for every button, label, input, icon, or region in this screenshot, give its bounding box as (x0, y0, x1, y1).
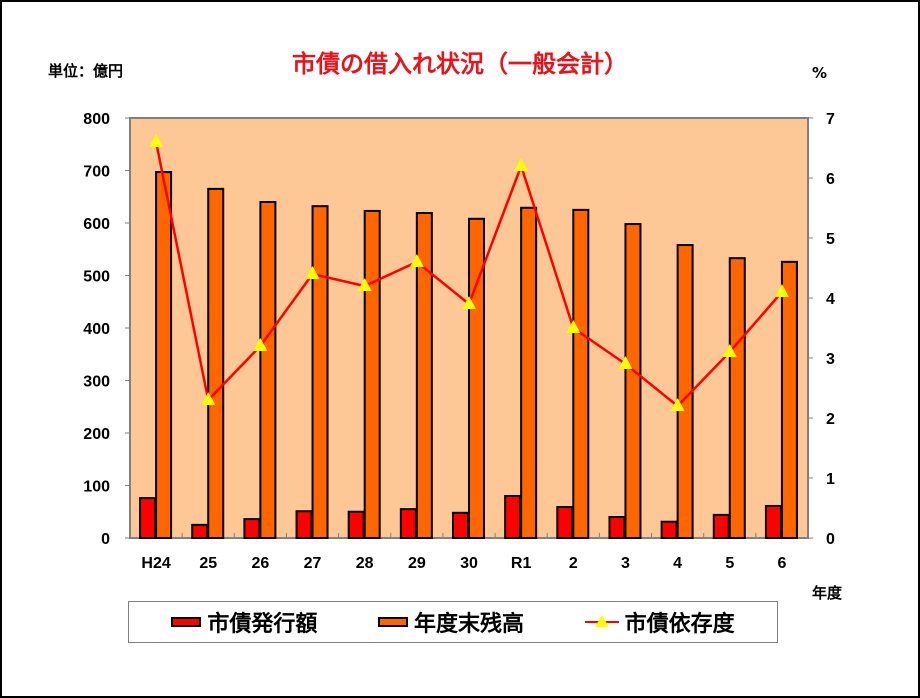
x-axis-label: 25 (199, 555, 217, 572)
x-axis-label: 27 (304, 555, 322, 572)
bar-balance (520, 206, 538, 539)
triangle-marker-icon (514, 158, 529, 171)
bar-balance (468, 217, 485, 540)
bar-balance (728, 257, 746, 539)
legend-item-dependency: 市債依存度 (584, 606, 735, 638)
triangle-marker-icon (305, 266, 320, 279)
bar-balance (572, 208, 590, 539)
x-axis-label: 28 (356, 555, 374, 572)
x-axis-unit: 年度 (812, 584, 843, 602)
left-axis-label: 600 (83, 216, 110, 233)
bar-balance (311, 205, 329, 539)
left-axis-label: 400 (83, 321, 110, 338)
x-axis-label: R1 (511, 555, 532, 572)
triangle-marker-icon (462, 296, 476, 309)
bar-issuance (243, 518, 261, 539)
x-axis-label: 3 (621, 555, 630, 572)
bar-balance (155, 171, 173, 539)
legend-label: 市債依存度 (624, 612, 735, 637)
legend-item-balance: 年度末残高 (377, 606, 524, 638)
triangle-marker-icon (618, 356, 633, 369)
x-axis-label: H24 (141, 555, 170, 572)
right-axis-label: 5 (826, 231, 835, 248)
x-axis-label: 30 (460, 555, 478, 572)
bar-issuance (504, 495, 522, 539)
triangle-marker-icon (253, 338, 268, 351)
right-axis-label: 7 (826, 111, 835, 128)
bar-issuance (295, 510, 313, 540)
legend-swatch-issuance (171, 617, 202, 627)
left-axis-label: 0 (101, 531, 110, 548)
bar-issuance (660, 520, 678, 539)
triangle-marker-icon (357, 278, 372, 291)
x-axis-label: 2 (569, 555, 578, 572)
bar-balance (259, 201, 277, 539)
right-axis-label: 1 (826, 471, 835, 488)
right-axis-label: 2 (826, 411, 835, 428)
triangle-marker-icon (566, 320, 581, 333)
left-axis-unit: 単位：億円 (48, 62, 124, 80)
triangle-marker-icon (409, 254, 424, 267)
x-axis-label: 4 (673, 555, 682, 572)
chart-legend: 市債発行額 年度末残高 市債依存度 (128, 601, 778, 643)
legend-line-triangle-icon (584, 615, 619, 629)
left-axis-label: 300 (83, 374, 110, 391)
triangle-marker-icon (201, 392, 216, 405)
left-axis-label: 100 (83, 479, 110, 496)
triangle-marker-icon (149, 134, 164, 147)
triangle-marker-icon (670, 398, 685, 411)
x-axis-label: 29 (408, 555, 426, 572)
bar-issuance (452, 511, 469, 539)
bar-balance (780, 260, 798, 539)
bar-issuance (191, 523, 209, 539)
bar-issuance (608, 516, 626, 539)
right-axis-label: 6 (826, 171, 835, 188)
bar-balance (207, 187, 225, 539)
left-axis-label: 200 (83, 426, 110, 443)
x-axis-label: 6 (777, 555, 786, 572)
legend-label: 市債発行額 (207, 612, 318, 637)
bar-issuance (764, 504, 782, 540)
left-axis-label: 700 (83, 164, 110, 181)
left-axis-label: 500 (83, 269, 110, 286)
triangle-marker-icon (722, 344, 737, 357)
bar-issuance (556, 506, 574, 539)
right-axis-label: 0 (826, 531, 835, 548)
x-axis-label: 26 (251, 555, 269, 572)
right-axis-unit: % (812, 64, 828, 82)
bar-issuance (347, 510, 365, 539)
right-axis-label: 3 (826, 351, 835, 368)
chart-title: 市債の借入れ状況（一般会計） (292, 50, 628, 78)
bar-issuance (139, 497, 157, 540)
bar-issuance (712, 513, 730, 540)
bar-issuance (399, 508, 417, 539)
left-axis-label: 800 (83, 111, 110, 128)
legend-swatch-balance (377, 617, 408, 627)
x-axis-label: 5 (725, 555, 734, 572)
triangle-marker-icon (774, 284, 789, 297)
right-axis-label: 4 (826, 291, 835, 308)
legend-label: 年度末残高 (413, 612, 524, 637)
legend-item-issuance: 市債発行額 (171, 606, 317, 638)
bar-balance (415, 212, 433, 539)
bar-balance (624, 223, 642, 540)
bar-balance (363, 209, 381, 540)
